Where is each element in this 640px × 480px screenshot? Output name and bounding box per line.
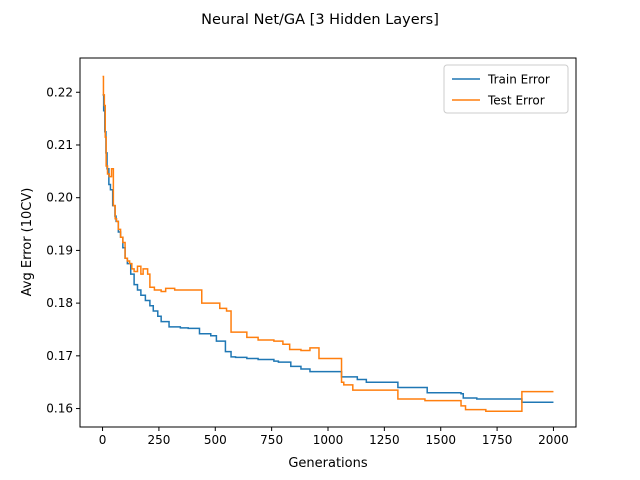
y-axis-label: Avg Error (10CV): [20, 188, 35, 297]
x-tick-label: 750: [260, 433, 283, 447]
legend-label-1: Test Error: [487, 94, 545, 108]
x-tick-label: 250: [147, 433, 170, 447]
y-tick-label: 0.20: [46, 191, 73, 205]
chart-title: Neural Net/GA [3 Hidden Layers]: [201, 12, 439, 28]
series-layer: [102, 75, 554, 412]
y-tick-label: 0.17: [46, 349, 73, 363]
legend-box: [443, 64, 569, 114]
y-tick-label: 0.16: [46, 402, 73, 416]
x-tick-label: 1750: [482, 433, 513, 447]
x-tick-label: 1500: [425, 433, 456, 447]
y-tick-label: 0.21: [46, 138, 73, 152]
x-tick-label: 1250: [369, 433, 400, 447]
legend-label-0: Train Error: [487, 73, 550, 87]
y-axis-ticks: 0.16 0.17 0.18 0.19 0.20 0.21 0.22: [46, 85, 80, 416]
x-tick-label: 1000: [313, 433, 344, 447]
y-tick-label: 0.18: [46, 296, 73, 310]
x-axis-ticks: 0 250 500 750 1000 1250 1500 1750 2000: [99, 427, 569, 447]
y-tick-label: 0.22: [46, 85, 73, 99]
x-tick-label: 0: [99, 433, 107, 447]
series-line-1: [102, 75, 554, 412]
y-tick-label: 0.19: [46, 243, 73, 257]
legend: Train Error Test Error: [443, 64, 569, 114]
x-tick-label: 2000: [538, 433, 569, 447]
x-axis-label: Generations: [288, 456, 368, 471]
x-tick-label: 500: [204, 433, 227, 447]
